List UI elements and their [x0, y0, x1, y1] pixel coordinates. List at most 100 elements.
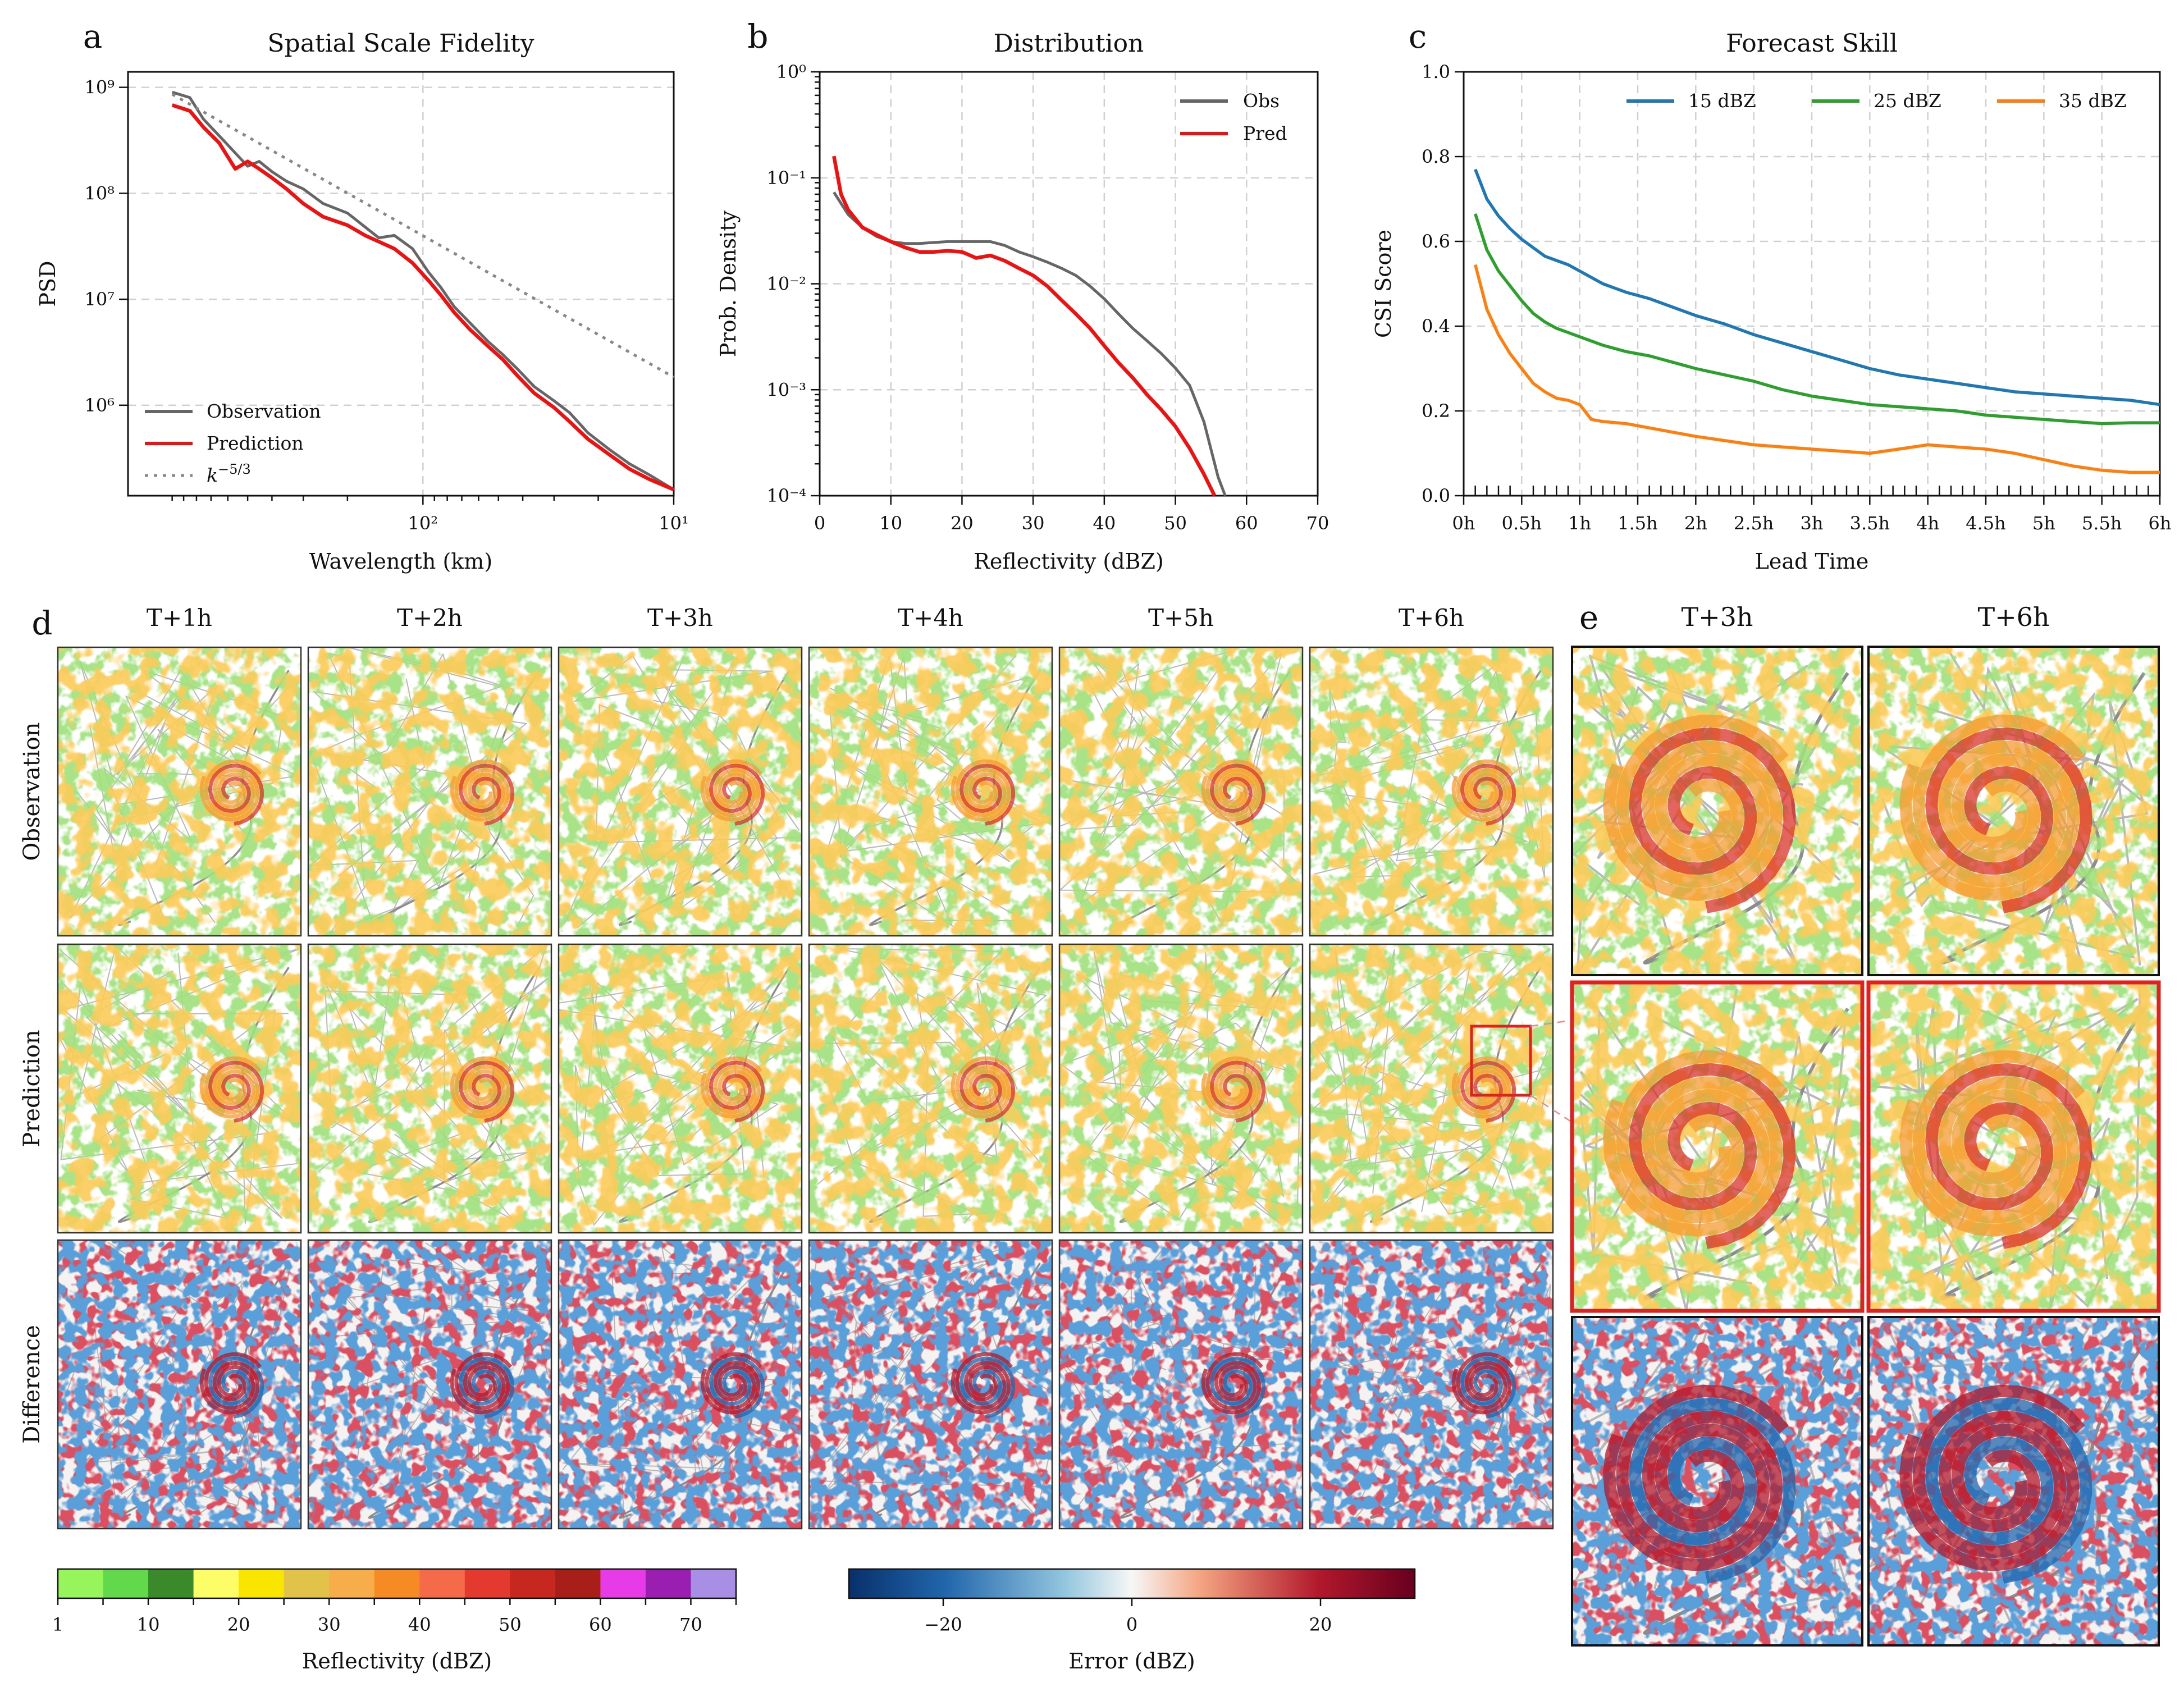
psd-ytick-label: 10⁸: [84, 182, 115, 204]
map-tile-content: [1059, 1240, 1303, 1529]
dist-series-line: [832, 156, 1217, 497]
psd-xlabel: Wavelength (km): [309, 549, 492, 574]
panel-a-psd-chart: 10² 10¹ 10⁶ 10⁷ 10⁸ 10⁹ Observation Prediction k…: [35, 17, 689, 574]
map-tile-content: [559, 647, 802, 936]
dist-ytick-label: 10⁰: [776, 61, 806, 83]
spiral-band: [1460, 763, 1516, 826]
spiral-band: [951, 1065, 1011, 1119]
error-negative-field: [58, 1240, 301, 1529]
panel-e-column-title: T+6h: [1977, 602, 2049, 632]
zoom-tile-border: [1571, 646, 1863, 976]
map-tile-border: [57, 943, 302, 1234]
map-tile-border: [558, 1239, 803, 1530]
map-tile-border: [57, 646, 302, 937]
colorbar-segment: [555, 1569, 601, 1598]
colorbar-segment: [600, 1569, 646, 1598]
map-tile-border: [808, 1239, 1053, 1530]
reflectivity-heavy-field: [58, 647, 301, 936]
spiral-band: [199, 1361, 260, 1415]
reflectivity-colorbar: 1 10 20 30 40 50 60 70 Reflectivity (dBZ): [52, 1568, 737, 1673]
dist-ytick-label: 10⁻¹: [767, 167, 806, 189]
spiral-band: [955, 759, 1013, 817]
spiral-band: [1899, 1411, 2080, 1571]
panel-d-column-title: T+6h: [1399, 604, 1464, 632]
panel-d-row-label: Prediction: [19, 1030, 45, 1147]
error-colorbar-tick-label: −20: [924, 1614, 962, 1635]
spiral-band: [705, 1056, 762, 1114]
dist-xtick-label: 50: [1164, 513, 1187, 534]
colorbar-tick-label: 1: [52, 1614, 63, 1635]
map-tile-content: [1572, 647, 1862, 975]
csi-xtick-label: 4.5h: [1966, 513, 2006, 534]
typhoon-spiral: [1603, 1384, 1796, 1584]
colorbar-segment: [691, 1569, 737, 1598]
csi-ytick-label: 1.0: [1422, 61, 1450, 83]
colorbar-tick-label: 50: [499, 1614, 522, 1635]
csi-series-line: [1474, 168, 2160, 406]
csi-title: Forecast Skill: [1726, 29, 1898, 58]
csi-ytick-label: 0.6: [1422, 231, 1450, 252]
typhoon-spiral: [450, 759, 515, 826]
spiral-band: [1456, 1352, 1514, 1410]
psd-axes-frame: [127, 71, 675, 497]
reflectivity-heavy-field: [1310, 944, 1553, 1233]
typhoon-spiral: [1451, 1352, 1516, 1419]
spiral-band: [1201, 1361, 1262, 1415]
panel-d-column-title: T+2h: [397, 604, 463, 632]
spiral-band: [705, 1352, 762, 1410]
typhoon-spiral: [199, 1352, 264, 1419]
map-tile-content: [308, 1240, 551, 1529]
spiral-band: [959, 1356, 1016, 1419]
map-tile-border: [1058, 1239, 1304, 1530]
panel-d-row-label: Observation: [19, 722, 45, 861]
csi-ytick-label: 0.4: [1422, 315, 1450, 337]
spiral-band: [1209, 1060, 1266, 1123]
psd-legend-label: k−5/3: [207, 461, 251, 486]
map-tile-content: [1310, 647, 1553, 936]
map-tile-border: [808, 943, 1053, 1234]
dist-ytick-label: 10⁻²: [767, 273, 806, 295]
typhoon-spiral: [1603, 1050, 1796, 1249]
colorbar-frame: [57, 1568, 737, 1599]
map-tile-content: [1572, 1317, 1862, 1645]
dist-ytick-label: 10⁻⁴: [767, 485, 806, 506]
error-colorbar-label: Error (dBZ): [1068, 1649, 1195, 1673]
error-colorbar-gradient: [848, 1568, 1416, 1599]
reflectivity-heavy-field: [308, 944, 551, 1233]
panel-d-map-grid: T+1h T+2h T+3h T+4h T+5h T+6h Observation Predi…: [19, 604, 1859, 1530]
spiral-band: [1460, 1356, 1516, 1419]
colorbar-segment: [148, 1569, 194, 1598]
reflectivity-heavy-field: [58, 944, 301, 1233]
colorbar-segment: [239, 1569, 285, 1598]
typhoon-spiral: [1201, 759, 1266, 826]
spiral-band: [199, 768, 260, 822]
dist-xtick-label: 0: [814, 513, 825, 534]
typhoon-spiral: [951, 1056, 1016, 1123]
csi-legend-label: 15 dBZ: [1688, 90, 1756, 112]
csi-ytick-label: 0.2: [1422, 400, 1450, 422]
csi-xtick-label: 3.5h: [1850, 513, 1890, 534]
spiral-band: [700, 1361, 761, 1415]
colorbar-segment: [103, 1569, 149, 1598]
colorbar-tick-label: 10: [137, 1614, 160, 1635]
dist-legend-label: Obs: [1243, 90, 1280, 112]
error-negative-field: [1310, 1240, 1553, 1529]
csi-xtick-label: 6h: [2149, 513, 2172, 534]
map-tile-content: [1868, 647, 2159, 975]
panel-label-c: c: [1409, 17, 1427, 56]
spiral-band: [1616, 714, 1789, 888]
spiral-band: [204, 1056, 262, 1114]
spiral-band: [1925, 1397, 2092, 1584]
psd-ytick-label: 10⁶: [84, 395, 115, 416]
dist-xtick-label: 70: [1306, 513, 1329, 534]
spiral-band: [1451, 768, 1512, 822]
csi-ytick-label: 0.8: [1422, 146, 1450, 167]
spiral-band: [1460, 1060, 1516, 1123]
csi-legend-label: 35 dBZ: [2059, 90, 2127, 112]
error-colorbar-tick-label: 20: [1309, 1614, 1332, 1635]
csi-xtick-label: 2.5h: [1734, 513, 1774, 534]
colorbar-segment: [374, 1569, 420, 1598]
csi-xtick-label: 2h: [1684, 513, 1707, 534]
csi-xtick-label: 5.5h: [2082, 513, 2122, 534]
spiral-band: [955, 1056, 1013, 1114]
